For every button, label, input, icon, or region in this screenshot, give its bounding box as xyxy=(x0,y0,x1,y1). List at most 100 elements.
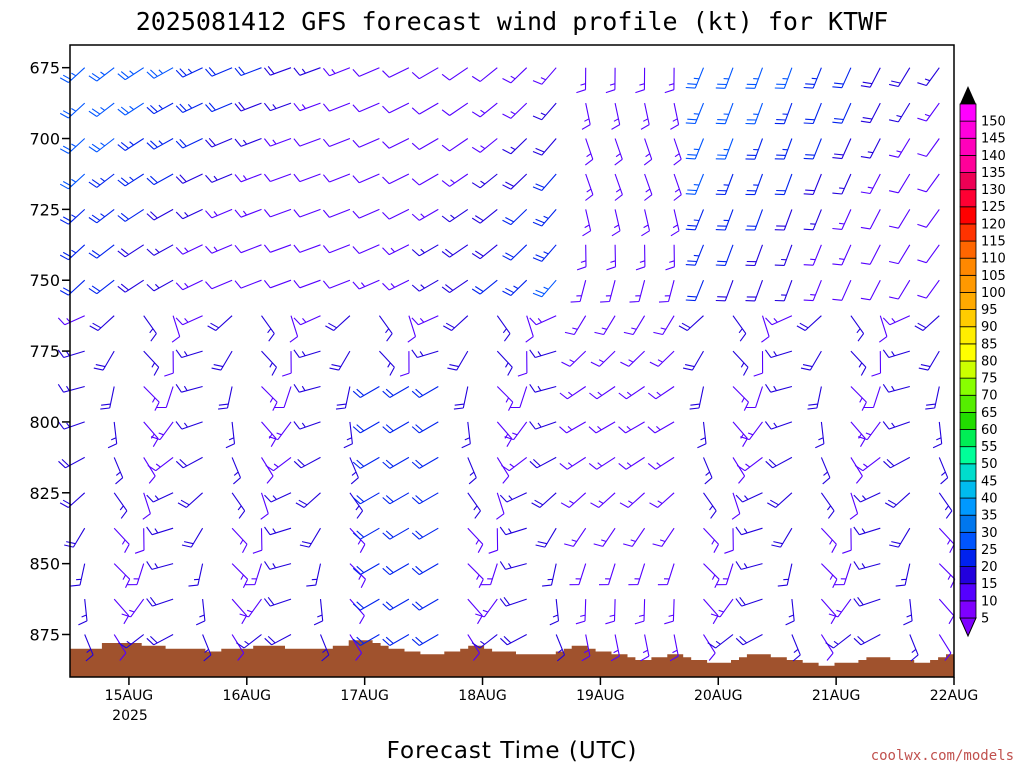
wind-barb xyxy=(635,67,646,94)
wind-barb xyxy=(853,634,881,646)
wind-barb xyxy=(59,279,86,296)
wind-barb xyxy=(467,563,484,588)
wind-barb xyxy=(932,421,943,449)
colorbar-label: 30 xyxy=(981,526,998,541)
wind-barb xyxy=(263,137,292,147)
wind-barb xyxy=(623,527,646,547)
wind-barb xyxy=(610,634,620,662)
colorbar-swatch xyxy=(959,103,977,122)
wind-barb xyxy=(532,279,557,298)
wind-barb xyxy=(146,492,174,503)
wind-barb xyxy=(589,386,616,400)
wind-barb xyxy=(634,599,646,625)
wind-barb xyxy=(882,349,910,359)
wind-barb xyxy=(559,386,587,400)
wind-barb xyxy=(382,386,410,398)
wind-barb xyxy=(685,138,705,160)
wind-barb xyxy=(164,351,174,377)
wind-barb xyxy=(352,102,380,113)
wind-barb xyxy=(263,173,292,183)
wind-barb xyxy=(832,173,852,195)
wind-barb xyxy=(146,244,174,256)
wind-barb xyxy=(113,598,130,625)
wind-barb xyxy=(740,421,763,441)
wind-barb xyxy=(735,596,763,607)
wind-barb xyxy=(329,350,351,371)
wind-barb xyxy=(467,457,477,485)
wind-barb xyxy=(188,563,204,587)
wind-barb xyxy=(299,527,321,548)
wind-barb xyxy=(832,138,852,160)
colorbar-swatch xyxy=(959,223,977,242)
wind-barb xyxy=(606,244,617,271)
wind-barb xyxy=(502,138,528,155)
wind-barb xyxy=(471,138,498,153)
y-tick-label: 750 xyxy=(29,271,60,290)
colorbar-swatch xyxy=(959,172,977,191)
colorbar-label: 110 xyxy=(981,252,1006,267)
wind-barb xyxy=(313,599,324,626)
wind-barb xyxy=(146,561,174,570)
wind-barb xyxy=(820,527,837,553)
wind-barb xyxy=(745,209,764,231)
wind-barb xyxy=(378,350,395,376)
wind-barb xyxy=(888,102,911,123)
wind-barb xyxy=(745,67,764,89)
wind-barb xyxy=(774,244,793,266)
wind-barb xyxy=(803,209,822,231)
wind-barb xyxy=(205,244,233,254)
wind-barb xyxy=(884,492,911,508)
wind-barb xyxy=(343,421,353,449)
wind-barb xyxy=(231,563,249,588)
wind-barb xyxy=(652,527,675,547)
wind-barb xyxy=(715,138,734,160)
wind-barb xyxy=(89,315,115,331)
wind-barb xyxy=(207,315,233,331)
wind-barb xyxy=(499,596,527,607)
wind-barb xyxy=(205,102,233,113)
wind-barb xyxy=(496,315,511,342)
wind-barb xyxy=(127,563,145,586)
wind-barb xyxy=(78,599,88,626)
colorbar-swatch xyxy=(959,497,977,516)
wind-barb xyxy=(322,279,351,289)
wind-barb xyxy=(832,67,852,89)
wind-barb xyxy=(378,315,393,342)
wind-barb xyxy=(382,208,410,220)
wind-barb xyxy=(745,173,764,196)
wind-barb xyxy=(803,138,822,160)
wind-barb xyxy=(594,315,616,336)
wind-barb xyxy=(777,563,793,587)
wind-barb xyxy=(635,244,646,271)
wind-barb xyxy=(735,561,763,570)
wind-barb xyxy=(293,208,321,218)
wind-barb xyxy=(614,173,623,201)
wind-barb xyxy=(349,563,366,588)
wind-barb xyxy=(382,527,410,540)
wind-barb xyxy=(842,528,852,554)
wind-barb xyxy=(411,315,439,326)
wind-barb xyxy=(150,421,174,441)
colorbar-label: 65 xyxy=(981,406,998,421)
colorbar-label: 5 xyxy=(981,611,989,626)
wind-barb xyxy=(117,138,144,151)
wind-barb xyxy=(889,527,911,548)
y-tick-label: 850 xyxy=(29,555,60,574)
wind-barb xyxy=(938,492,953,519)
wind-barb xyxy=(532,102,557,121)
wind-barb xyxy=(685,244,705,266)
wind-barb xyxy=(716,563,734,586)
y-tick-label: 725 xyxy=(29,200,60,219)
wind-barb xyxy=(917,209,940,228)
wind-barb xyxy=(593,527,616,547)
wind-barb xyxy=(113,527,130,553)
colorbar-max-arrow xyxy=(960,86,976,104)
wind-barb xyxy=(529,349,557,359)
wind-barb xyxy=(471,102,498,118)
wind-barb xyxy=(411,244,439,257)
wind-barb xyxy=(264,561,292,570)
wind-barb xyxy=(261,315,275,342)
wind-barb xyxy=(234,208,262,218)
wind-barb xyxy=(853,526,881,536)
wind-barb xyxy=(703,492,717,519)
